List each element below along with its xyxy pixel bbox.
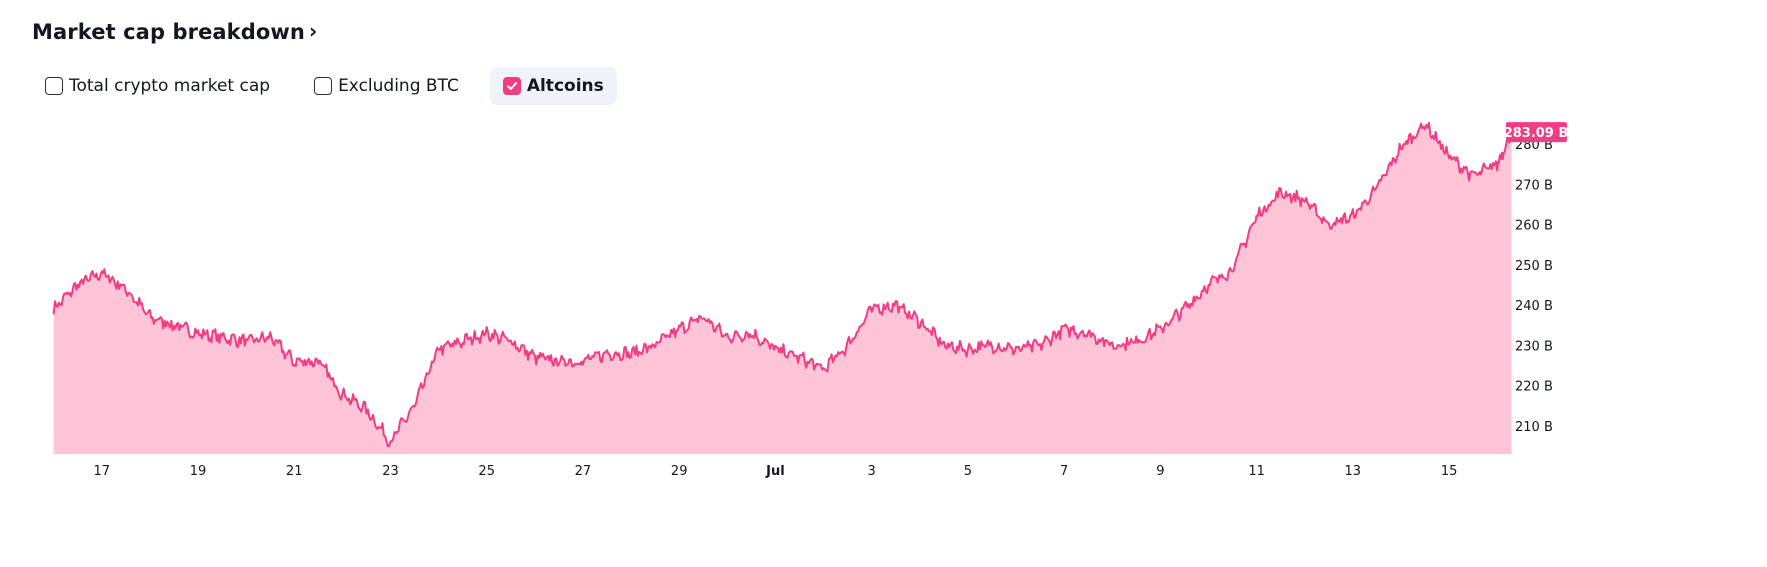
x-tick-label: 9 (1156, 464, 1164, 479)
y-tick-label: 250 B (1515, 259, 1553, 274)
x-tick-label: 15 (1441, 464, 1458, 479)
x-tick-label: 25 (478, 464, 495, 479)
toggle-excluding-btc[interactable]: Excluding BTC (301, 67, 472, 105)
toggle-total-crypto-market-cap[interactable]: Total crypto market cap (32, 67, 283, 105)
toggle-label: Total crypto market cap (69, 76, 271, 96)
toggle-altcoins[interactable]: Altcoins (489, 67, 617, 105)
toggle-label: Altcoins (526, 76, 604, 96)
checkbox-icon[interactable] (45, 77, 63, 95)
chart-series-altcoins (52, 121, 1513, 455)
last-value-badge (1506, 122, 1567, 143)
x-tick-label: 19 (190, 464, 207, 479)
toggle-label: Excluding BTC (338, 76, 459, 96)
x-tick-label: 7 (1060, 464, 1068, 479)
x-tick-label: 27 (575, 464, 592, 479)
y-tick-label: 260 B (1515, 219, 1553, 234)
y-tick-label: 220 B (1515, 380, 1553, 395)
x-tick-label: Jul (765, 464, 785, 479)
chevron-right-icon: › (308, 19, 318, 43)
x-tick-label: 11 (1248, 464, 1265, 479)
series-area-fill (53, 122, 1512, 455)
y-tick-label: 270 B (1515, 178, 1553, 193)
x-tick-label: 29 (671, 464, 688, 479)
x-tick-label: 21 (286, 464, 303, 479)
checkbox-icon[interactable] (314, 77, 333, 95)
x-tick-label: 13 (1345, 464, 1362, 479)
series-line (52, 121, 1513, 448)
x-tick-label: 23 (382, 464, 399, 479)
market-cap-breakdown-link[interactable]: Market cap breakdown › (32, 19, 318, 44)
last-value-label: 283.09 B (1504, 126, 1569, 141)
page-title: Market cap breakdown (32, 20, 305, 44)
market-cap-toggle-group: Total crypto market cap Excluding BTC Al… (32, 67, 617, 105)
y-tick-label: 230 B (1515, 339, 1553, 354)
checkbox-checked-icon[interactable] (502, 77, 521, 95)
x-tick-label: 17 (94, 464, 111, 479)
y-tick-label: 240 B (1515, 299, 1553, 314)
x-tick-label: 5 (964, 464, 972, 479)
y-tick-label: 210 B (1515, 420, 1553, 435)
x-tick-label: 3 (868, 464, 876, 479)
